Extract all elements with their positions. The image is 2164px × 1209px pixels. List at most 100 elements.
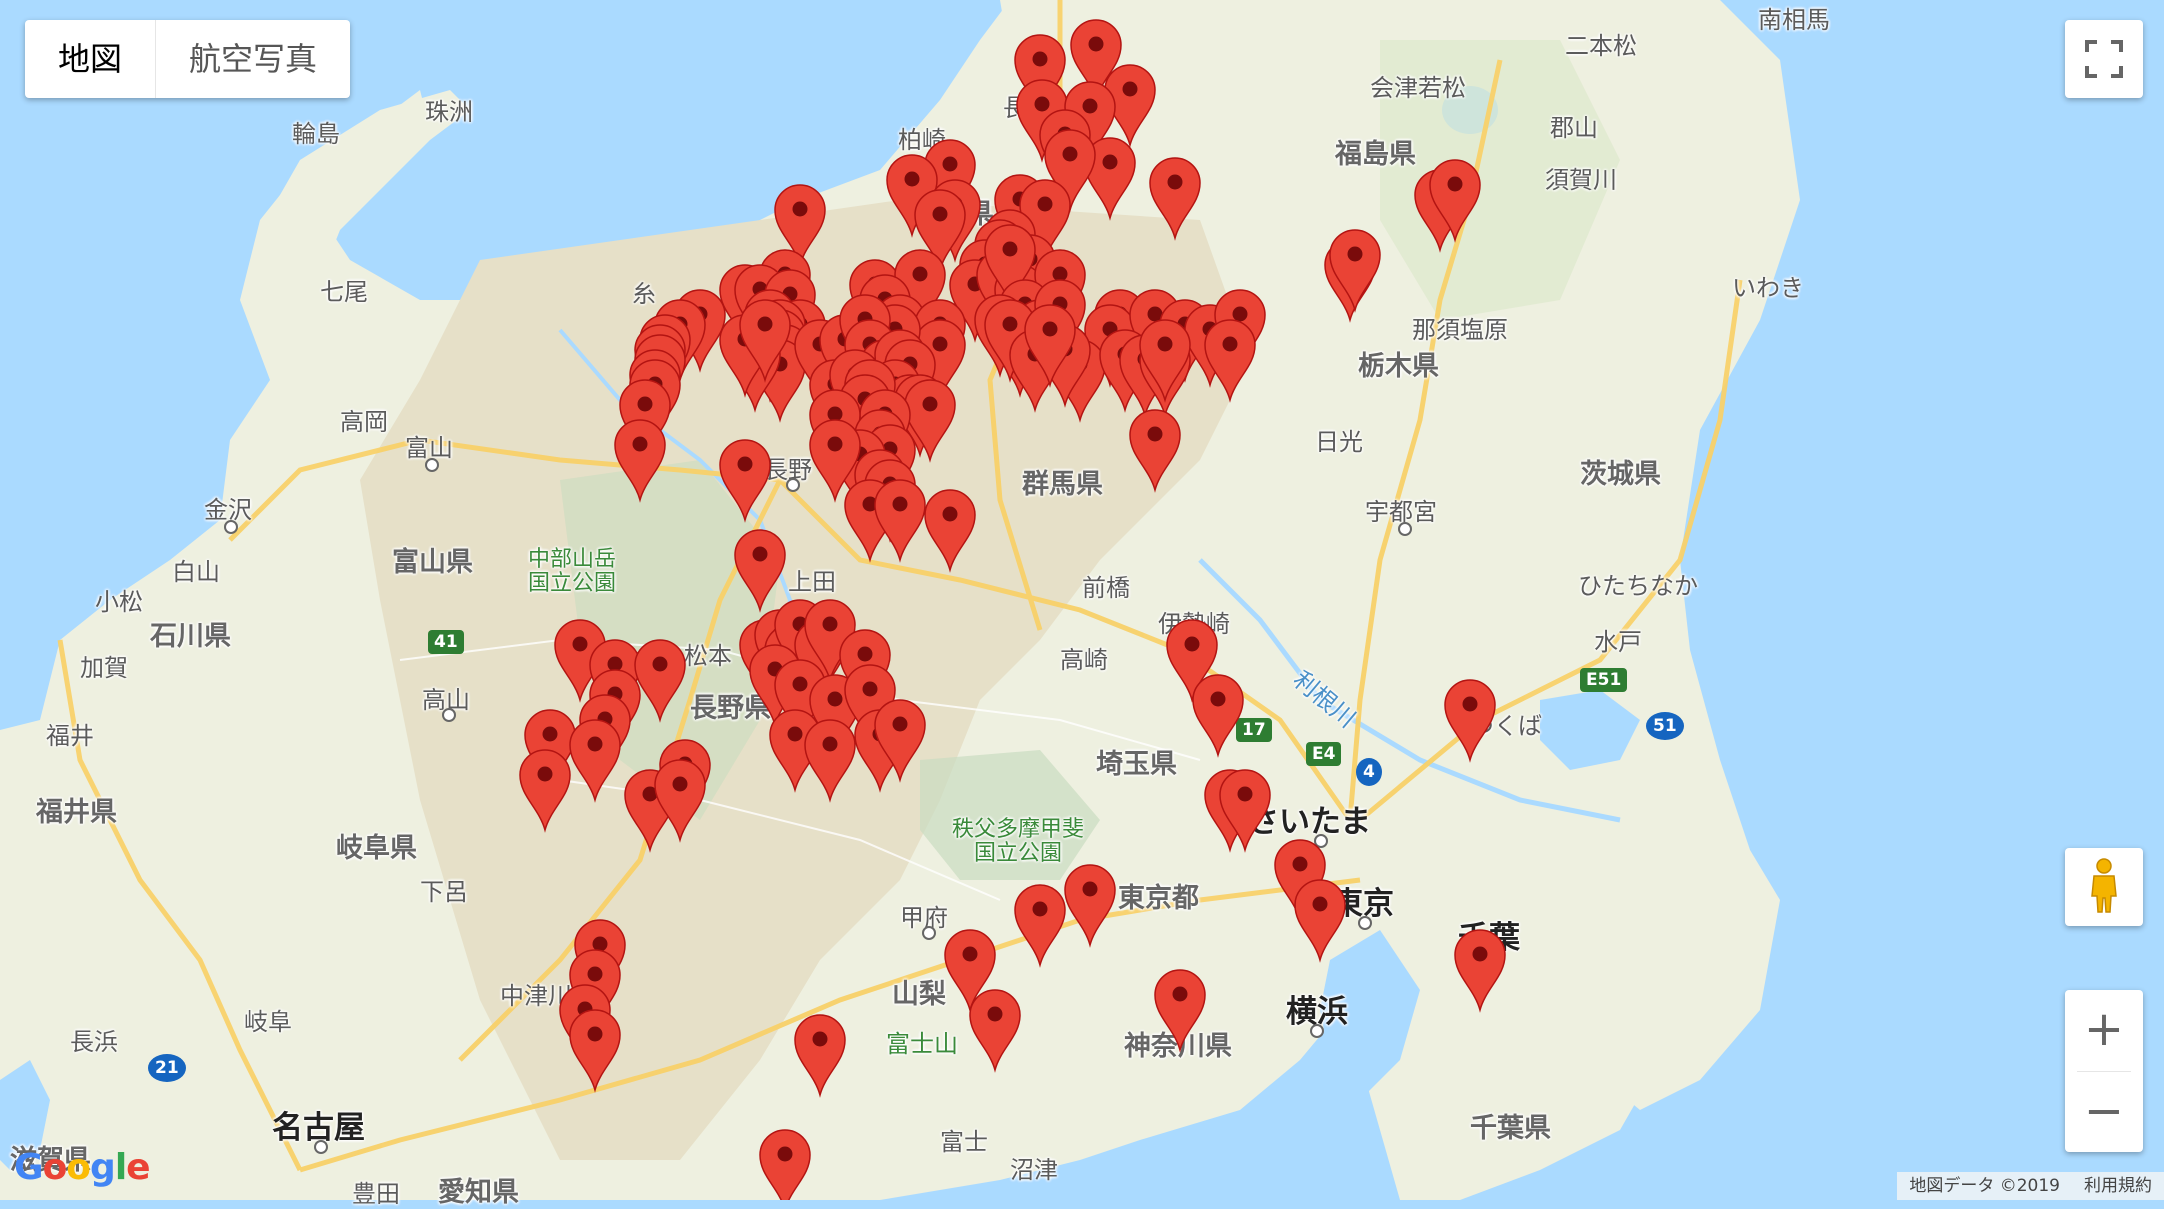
map-marker-pin[interactable] — [1129, 409, 1181, 493]
map-marker-pin[interactable] — [894, 249, 946, 333]
map-marker-pin[interactable] — [1019, 179, 1071, 263]
map-marker-pin[interactable] — [1329, 229, 1381, 313]
route-shield-e51: E51 — [1580, 668, 1628, 692]
label-gifu: 岐阜 — [244, 1008, 292, 1036]
map-marker-pin[interactable] — [1044, 129, 1096, 213]
map-marker-pin[interactable] — [1454, 929, 1506, 1013]
label-saitama: さいたま — [1248, 804, 1372, 840]
route-shield-41: 41 — [428, 630, 464, 654]
map-marker-pin[interactable] — [734, 529, 786, 613]
map-marker-pin[interactable] — [759, 1129, 811, 1200]
map-marker-pin[interactable] — [1064, 864, 1116, 948]
label-numazu: 沼津 — [1010, 1156, 1058, 1184]
land-boso — [1360, 860, 1660, 1200]
route-shield-17: 17 — [1236, 718, 1272, 742]
dot-nagano — [786, 478, 800, 492]
map-marker-pin[interactable] — [1204, 319, 1256, 403]
google-logo[interactable]: Google — [14, 1147, 151, 1188]
dot-nagoya — [314, 1140, 328, 1154]
label-fujisan: 富士山 — [886, 1030, 958, 1058]
map-marker-pin[interactable] — [569, 719, 621, 803]
label-kaga: 加賀 — [80, 654, 128, 682]
map-marker-pin[interactable] — [1154, 969, 1206, 1053]
map-marker-pin[interactable] — [984, 299, 1036, 383]
map-marker-pin[interactable] — [1014, 884, 1066, 968]
map-marker-pin[interactable] — [984, 224, 1036, 308]
label-matsumoto: 松本 — [684, 642, 732, 670]
map-marker-pin[interactable] — [1274, 839, 1326, 923]
map-marker-pin[interactable] — [634, 639, 686, 723]
zoom-out-button[interactable]: − — [2083, 1083, 2125, 1139]
fullscreen-button[interactable] — [2065, 20, 2143, 98]
street-view-pegman-button[interactable] — [2065, 848, 2143, 926]
map-marker-pin[interactable] — [719, 439, 771, 523]
map-marker-pin[interactable] — [774, 184, 826, 268]
label-gero: 下呂 — [420, 878, 468, 906]
map-attribution-bar: 地図データ ©2019 利用規約 — [1897, 1172, 2164, 1200]
label-komatsu: 小松 — [95, 588, 143, 616]
land-noto — [260, 90, 470, 300]
map-marker-pin[interactable] — [904, 379, 956, 463]
dot-utsunomiya — [1398, 522, 1412, 536]
map-marker-pin[interactable] — [794, 1014, 846, 1098]
label-saitama-pref: 埼玉県 — [1096, 749, 1177, 780]
label-iwaki: いわき — [1732, 274, 1804, 302]
map-marker-pin[interactable] — [1149, 157, 1201, 241]
label-nagano-pref: 長野県 — [690, 693, 771, 724]
zoom-in-button[interactable]: + — [2083, 1001, 2125, 1057]
map-type-map-button[interactable]: 地図 — [25, 20, 157, 98]
label-nanao: 七尾 — [320, 278, 368, 306]
map-marker-pin[interactable] — [614, 419, 666, 503]
map-marker-pin[interactable] — [1070, 19, 1122, 103]
map-marker-pin[interactable] — [739, 299, 791, 383]
label-utsunomiya: 宇都宮 — [1365, 498, 1437, 526]
label-fuji: 富士 — [940, 1128, 988, 1156]
map-marker-pin[interactable] — [924, 489, 976, 573]
label-kanazawa: 金沢 — [204, 496, 252, 524]
map-type-satellite-button[interactable]: 航空写真 — [189, 40, 318, 78]
map-marker-pin[interactable] — [1444, 679, 1496, 763]
label-shiga-pref: 滋賀県 — [10, 1145, 91, 1176]
label-fukushima-pref: 福島県 — [1335, 139, 1416, 170]
label-wajima: 輪島 — [292, 120, 340, 148]
map-marker-pin[interactable] — [874, 479, 926, 563]
map-marker-pin[interactable] — [944, 929, 996, 1013]
map-marker-pin[interactable] — [1166, 619, 1218, 703]
map-marker-pin[interactable] — [1139, 319, 1191, 403]
terms-of-use-link[interactable]: 利用規約 — [2084, 1176, 2152, 1196]
map-type-control: 地図 航空写真 — [25, 20, 351, 98]
label-sukagawa: 須賀川 — [1545, 166, 1617, 194]
map-marker-pin[interactable] — [1084, 137, 1136, 221]
label-itoigawa: 糸 — [632, 280, 656, 308]
map-marker-pin[interactable] — [914, 189, 966, 273]
map-marker-pin[interactable] — [804, 719, 856, 803]
map-marker-pin[interactable] — [1014, 34, 1066, 118]
label-toyama-pref: 富山県 — [392, 547, 473, 578]
label-gunma-pref: 群馬県 — [1022, 469, 1103, 500]
map-marker-pin[interactable] — [569, 1009, 621, 1093]
label-fukui-pref: 福井県 — [36, 797, 117, 828]
label-takaoka: 高岡 — [340, 408, 388, 436]
label-maebashi: 前橋 — [1082, 574, 1130, 602]
map-marker-pin[interactable] — [519, 749, 571, 833]
zoom-control: + − — [2065, 990, 2143, 1152]
dot-tokyo — [1358, 916, 1372, 930]
dot-yokohama — [1310, 1024, 1324, 1038]
map-marker-pin[interactable] — [809, 419, 861, 503]
map-marker-pin[interactable] — [1219, 769, 1271, 853]
label-tochigi-pref: 栃木県 — [1358, 351, 1439, 382]
label-hakusan: 白山 — [172, 558, 220, 586]
label-nagahama: 長浜 — [70, 1028, 118, 1056]
map-marker-pin[interactable] — [874, 699, 926, 783]
route-shield-51: 51 — [1646, 712, 1684, 740]
map-marker-pin[interactable] — [1294, 879, 1346, 963]
fullscreen-icon — [2085, 40, 2123, 78]
label-nihonmatsu: 二本松 — [1565, 32, 1637, 60]
map-marker-pin[interactable] — [1429, 159, 1481, 243]
map-marker-pin[interactable] — [654, 759, 706, 843]
land-sado — [1000, 0, 1050, 40]
map-marker-pin[interactable] — [1024, 304, 1076, 388]
map-marker-pin[interactable] — [1192, 674, 1244, 758]
map-marker-pin[interactable] — [969, 989, 1021, 1073]
label-tokyo-to: 東京都 — [1118, 883, 1199, 914]
